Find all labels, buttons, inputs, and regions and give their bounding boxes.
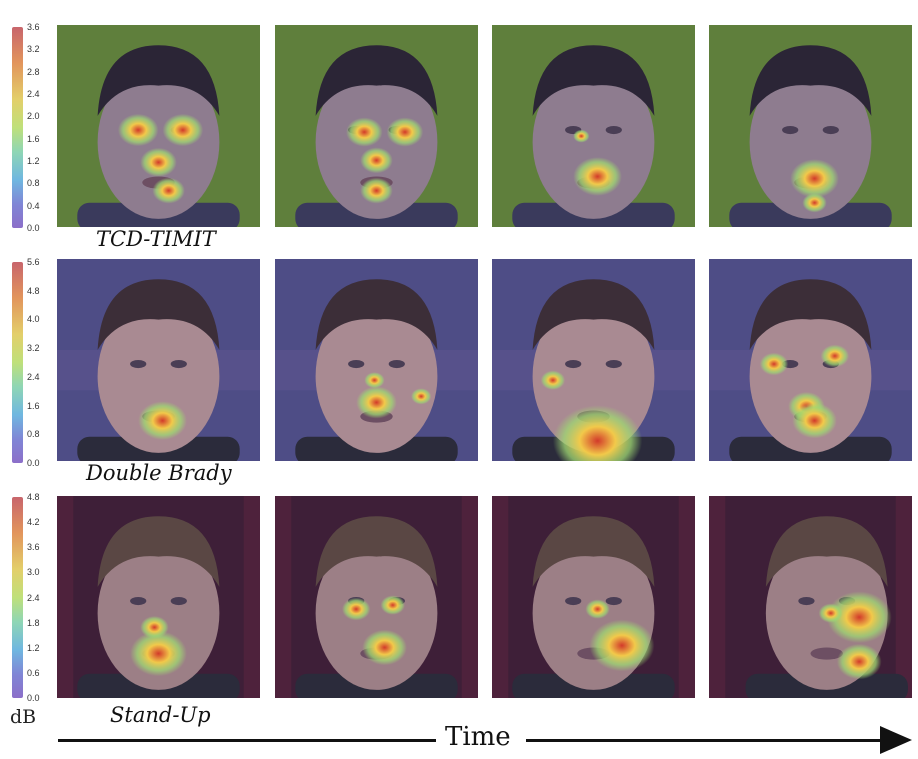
colorbar-tick: 4.8 [27, 285, 40, 296]
heatmap-frame [57, 25, 260, 227]
colorbar-tick: 0.8 [27, 429, 40, 440]
colorbar-tick: 4.8 [27, 492, 40, 502]
colorbar-tick: 1.2 [27, 156, 40, 166]
time-arrow-head [880, 726, 912, 754]
colorbar-brady [12, 262, 23, 463]
unit-label: dB [10, 706, 37, 728]
colorbar-tick: 0.6 [27, 667, 40, 678]
colorbar-tick: 0.0 [27, 458, 40, 468]
colorbar-tick: 0.4 [27, 200, 40, 211]
colorbar-tick: 4.2 [27, 517, 40, 528]
time-axis-line-left [58, 739, 436, 742]
heatmap-frame [275, 25, 478, 227]
colorbar-tick: 1.6 [27, 133, 40, 144]
colorbar-tick: 3.6 [27, 22, 40, 32]
row-label-stand-up: Stand-Up [110, 703, 211, 727]
heatmap-frame [275, 496, 478, 698]
colorbar-tick: 1.6 [27, 400, 40, 411]
heatmap-frame [57, 496, 260, 698]
heatmap-frame [492, 496, 695, 698]
heatmap-frame [709, 496, 912, 698]
colorbar-tick: 5.6 [27, 257, 40, 267]
colorbar-tcd [12, 27, 23, 228]
heatmap-frame [492, 25, 695, 227]
heatmap-frame [492, 259, 695, 461]
colorbar-tick: 0.8 [27, 178, 40, 189]
colorbar-tick: 3.2 [27, 343, 40, 354]
time-label: Time [445, 722, 511, 752]
colorbar-tick: 2.4 [27, 371, 40, 382]
row-label-double-brady: Double Brady [86, 461, 232, 485]
colorbar-tick: 3.0 [27, 567, 40, 578]
row-label-tcd-timit: TCD-TIMIT [96, 227, 216, 251]
colorbar-tick: 1.8 [27, 617, 40, 628]
colorbar-tick: 2.8 [27, 66, 40, 77]
colorbar-standup [12, 497, 23, 698]
colorbar-tick: 4.0 [27, 314, 40, 325]
colorbar-tick: 0.0 [27, 223, 40, 233]
colorbar-tick: 1.2 [27, 642, 40, 653]
time-axis-line-right [526, 739, 882, 742]
colorbar-tick: 0.0 [27, 693, 40, 703]
heatmap-frame [275, 259, 478, 461]
colorbar-tick: 2.0 [27, 111, 40, 122]
colorbar-tick: 2.4 [27, 89, 40, 99]
colorbar-tick: 2.4 [27, 592, 40, 603]
heatmap-frame [709, 25, 912, 227]
colorbar-tick: 3.2 [27, 44, 40, 55]
colorbar-tick: 3.6 [27, 542, 40, 553]
heatmap-frame [709, 259, 912, 461]
heatmap-frame [57, 259, 260, 461]
